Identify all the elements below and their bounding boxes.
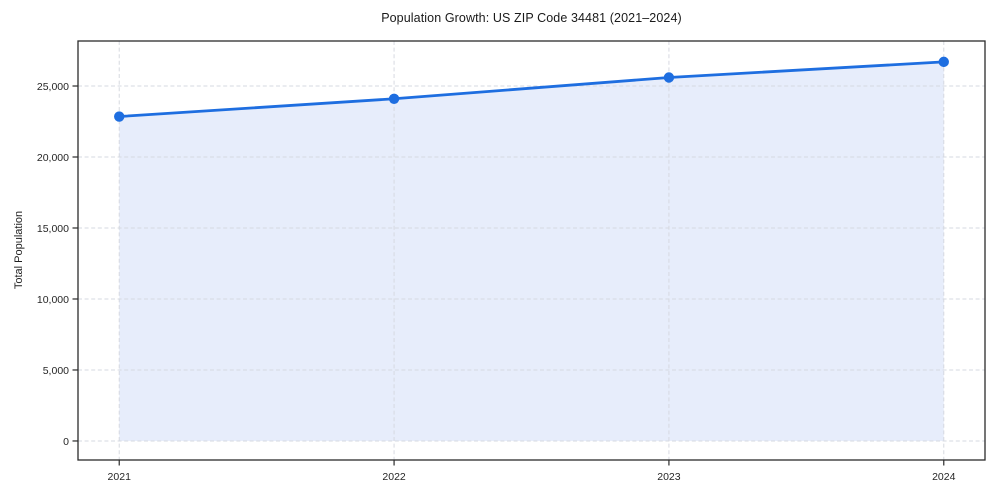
x-tick-label: 2022 <box>382 471 406 483</box>
data-point <box>114 111 125 122</box>
data-point <box>938 56 949 68</box>
y-tick-label: 15,000 <box>37 223 69 235</box>
chart-title: Population Growth: US ZIP Code 34481 (20… <box>381 11 682 25</box>
data-point <box>663 72 675 83</box>
y-tick-label: 20,000 <box>37 152 69 164</box>
trend-line <box>117 60 946 118</box>
y-tick-label: 0 <box>63 436 69 448</box>
x-tick-label: 2024 <box>932 471 956 483</box>
y-tick-label: 10,000 <box>37 294 69 306</box>
y-tick-label: 25,000 <box>37 81 69 93</box>
plot-border <box>77 40 986 461</box>
x-tick-label: 2021 <box>108 471 132 483</box>
area-fill <box>119 61 944 441</box>
y-tick-label: 5,000 <box>43 365 69 377</box>
data-point <box>388 93 400 104</box>
x-tick-label: 2023 <box>657 471 681 483</box>
